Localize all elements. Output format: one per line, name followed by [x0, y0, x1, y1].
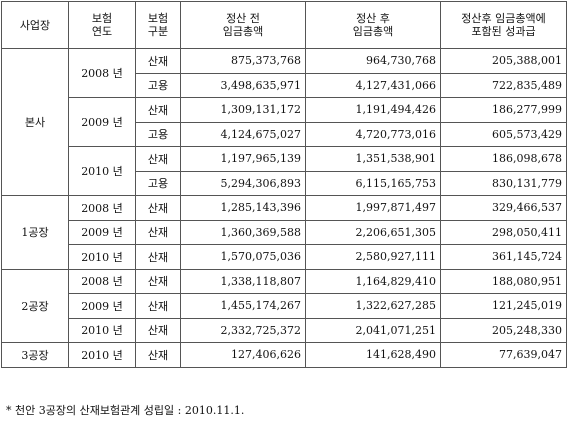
insurance-type-cell: 산재 — [135, 219, 181, 245]
year-cell: 2010 년 — [68, 244, 136, 270]
wage-before-cell: 2,332,725,372 — [180, 317, 306, 343]
table-row: 2공장 2008 년 산재 1,338,118,807 1,164,829,410 188… — [1, 268, 567, 343]
wage-after-cell: 2,580,927,111 — [305, 244, 441, 270]
bonus-cell: 605,573,429 — [440, 121, 567, 147]
bonus-cell: 188,080,951 — [440, 268, 567, 294]
table-row: 고용 3,498,635,971 4,127,431,066 722,835,489 — [2, 72, 567, 98]
wage-after-cell: 1,164,829,410 — [305, 268, 441, 294]
year-cell: 2008 년 — [68, 268, 136, 294]
header-cell: 정산후 임금총액에 포함된 성과급 — [440, 1, 567, 49]
bonus-cell: 121,245,019 — [440, 293, 567, 319]
table-row: 고용 4,124,675,027 4,720,773,016 605,573,429 — [2, 121, 567, 147]
wage-after-cell: 1,191,494,426 — [305, 97, 441, 123]
wage-before-cell: 5,294,306,893 — [180, 170, 306, 196]
header-cell: 보험 연도 — [68, 1, 136, 49]
table-row: 1공장 2008 년 산재 1,285,143,396 1,997,871,497 329… — [1, 195, 567, 270]
site-cell: 2공장 — [1, 268, 69, 343]
wage-after-cell: 964,730,768 — [305, 48, 441, 74]
wage-after-cell: 1,997,871,497 — [305, 195, 441, 221]
table-row: 3공장 2010 년 산재 127,406,626 141,628,490 77,639,… — [1, 342, 567, 368]
wage-before-cell: 4,124,675,027 — [180, 121, 306, 147]
bonus-cell: 77,639,047 — [440, 342, 567, 368]
year-cell: 2008 년 — [68, 195, 136, 221]
header-cell: 정산 전 임금총액 — [180, 1, 306, 49]
year-cell: 2010 년 — [68, 146, 136, 196]
year-cell: 2008 년 — [68, 48, 136, 98]
table-row: 2009 년 산재 1,309,131,172 1,191,494,426 186,27… — [2, 97, 567, 147]
bonus-cell: 722,835,489 — [440, 72, 567, 98]
bonus-cell: 298,050,411 — [440, 219, 567, 245]
bonus-cell: 205,248,330 — [440, 317, 567, 343]
insurance-type-cell: 산재 — [135, 146, 181, 172]
table-row: 고용 5,294,306,893 6,115,165,753 830,131,779 — [2, 170, 567, 196]
wage-before-cell: 1,309,131,172 — [180, 97, 306, 123]
wage-before-cell: 1,285,143,396 — [180, 195, 306, 221]
bonus-cell: 205,388,001 — [440, 48, 567, 74]
wage-table: 사업장 보험 연도 보험 구분 정산 전 임금총액 정산 후 임금총액 정산후 임금총액에… — [1, 1, 567, 368]
site-cell: 본사 — [1, 48, 69, 196]
year-cell: 2010 년 — [68, 317, 136, 343]
insurance-type-cell: 고용 — [135, 72, 181, 98]
header-row: 사업장 보험 연도 보험 구분 정산 전 임금총액 정산 후 임금총액 정산후 임금총액에… — [1, 1, 567, 49]
footnote: * 천안 3공장의 산재보험관계 성립일 : 2010.11.1. — [6, 404, 245, 417]
table-row: 2010 년 산재 2,332,725,372 2,041,071,251 205,24… — [2, 317, 567, 343]
table-row: 2010 년 산재 1,197,965,139 1,351,538,901 186,09… — [2, 146, 567, 196]
wage-before-cell: 1,570,075,036 — [180, 244, 306, 270]
site-cell: 3공장 — [1, 342, 69, 368]
wage-after-cell: 6,115,165,753 — [305, 170, 441, 196]
header-cell: 보험 구분 — [135, 1, 181, 49]
bonus-cell: 830,131,779 — [440, 170, 567, 196]
table-row: 2010 년 산재 1,570,075,036 2,580,927,111 361,14… — [2, 244, 567, 270]
insurance-type-cell: 산재 — [135, 195, 181, 221]
year-cell: 2009 년 — [68, 97, 136, 147]
insurance-type-cell: 고용 — [135, 170, 181, 196]
wage-before-cell: 875,373,768 — [180, 48, 306, 74]
wage-after-cell: 141,628,490 — [305, 342, 441, 368]
insurance-type-cell: 산재 — [135, 317, 181, 343]
wage-before-cell: 1,338,118,807 — [180, 268, 306, 294]
bonus-cell: 361,145,724 — [440, 244, 567, 270]
header-cell: 정산 후 임금총액 — [305, 1, 441, 49]
insurance-type-cell: 고용 — [135, 121, 181, 147]
header-cell: 사업장 — [1, 1, 69, 49]
insurance-type-cell: 산재 — [135, 48, 181, 74]
wage-after-cell: 1,351,538,901 — [305, 146, 441, 172]
year-cell: 2009 년 — [68, 219, 136, 245]
insurance-type-cell: 산재 — [135, 293, 181, 319]
bonus-cell: 186,277,999 — [440, 97, 567, 123]
wage-before-cell: 127,406,626 — [180, 342, 306, 368]
wage-after-cell: 4,720,773,016 — [305, 121, 441, 147]
table-body: 본사 2008 년 산재 875,373,768 964,730,768 205,388,… — [1, 48, 567, 368]
insurance-type-cell: 산재 — [135, 268, 181, 294]
wage-before-cell: 1,455,174,267 — [180, 293, 306, 319]
table-row: 2009 년 산재 1,455,174,267 1,322,627,285 121,24… — [2, 293, 567, 319]
wage-after-cell: 2,206,651,305 — [305, 219, 441, 245]
year-cell: 2010 년 — [68, 342, 136, 368]
insurance-type-cell: 산재 — [135, 342, 181, 368]
year-cell: 2009 년 — [68, 293, 136, 319]
wage-before-cell: 1,360,369,588 — [180, 219, 306, 245]
wage-after-cell: 1,322,627,285 — [305, 293, 441, 319]
bonus-cell: 186,098,678 — [440, 146, 567, 172]
wage-after-cell: 4,127,431,066 — [305, 72, 441, 98]
wage-before-cell: 1,197,965,139 — [180, 146, 306, 172]
table-row: 2009 년 산재 1,360,369,588 2,206,651,305 298,05… — [2, 219, 567, 245]
table-row: 본사 2008 년 산재 875,373,768 964,730,768 205,388,… — [1, 48, 567, 196]
insurance-type-cell: 산재 — [135, 244, 181, 270]
bonus-cell: 329,466,537 — [440, 195, 567, 221]
insurance-type-cell: 산재 — [135, 97, 181, 123]
site-cell: 1공장 — [1, 195, 69, 270]
wage-before-cell: 3,498,635,971 — [180, 72, 306, 98]
wage-after-cell: 2,041,071,251 — [305, 317, 441, 343]
